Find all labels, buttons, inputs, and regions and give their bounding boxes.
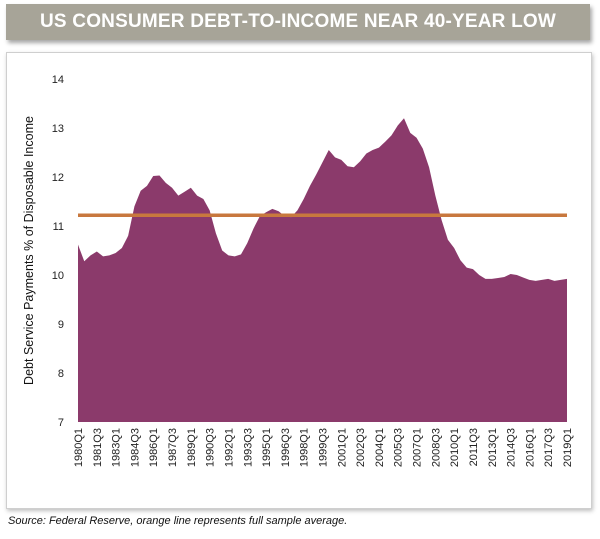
x-tick-label: 2004Q1 (374, 428, 386, 467)
x-axis: 1980Q1 1981Q3 1983Q1 1984Q3 1986Q1 1987Q3 1989… (73, 428, 574, 467)
x-tick-label: 1989Q1 (186, 428, 198, 467)
x-tick-label: 1983Q1 (111, 428, 123, 467)
y-tick-label: 10 (52, 270, 64, 282)
x-tick-label: 1981Q3 (92, 428, 104, 467)
y-axis: 7 8 9 10 11 12 13 14 (52, 74, 64, 429)
x-tick-label: 2013Q1 (487, 428, 499, 467)
chart-title: US CONSUMER DEBT-TO-INCOME NEAR 40-YEAR … (40, 11, 556, 32)
x-tick-label: 2001Q1 (336, 428, 348, 467)
x-tick-label: 1996Q3 (280, 428, 292, 467)
x-tick-label: 1998Q1 (299, 428, 311, 467)
chart-panel: 7 8 9 10 11 12 13 14 1980Q1 1981Q3 1983Q1 1984Q3 19… (6, 52, 592, 509)
x-tick-label: 2017Q3 (543, 428, 555, 467)
x-tick-label: 1980Q1 (73, 428, 85, 467)
debt-service-area-series (78, 118, 567, 422)
x-tick-label: 2016Q1 (524, 428, 536, 467)
y-tick-label: 7 (58, 417, 64, 429)
x-tick-label: 2014Q3 (506, 428, 518, 467)
y-axis-title: Debt Service Payments % of Disposable In… (22, 116, 36, 385)
x-tick-label: 2007Q1 (412, 428, 424, 467)
y-tick-label: 14 (52, 74, 64, 86)
y-tick-label: 13 (52, 123, 64, 135)
x-tick-label: 2008Q3 (430, 428, 442, 467)
y-tick-label: 12 (52, 172, 64, 184)
x-tick-label: 2011Q3 (468, 428, 480, 466)
x-tick-label: 1984Q3 (129, 428, 141, 467)
x-tick-label: 1995Q1 (261, 428, 273, 467)
x-tick-label: 1986Q1 (148, 428, 160, 467)
x-tick-label: 1999Q3 (318, 428, 330, 467)
x-tick-label: 1993Q3 (242, 428, 254, 467)
x-tick-label: 2002Q3 (355, 428, 367, 467)
x-tick-label: 2019Q1 (562, 428, 574, 467)
y-tick-label: 9 (58, 319, 64, 331)
y-tick-label: 11 (53, 221, 64, 233)
x-tick-label: 2010Q1 (449, 428, 461, 467)
x-tick-label: 1990Q3 (205, 428, 217, 467)
x-tick-label: 1987Q3 (167, 428, 179, 467)
x-tick-label: 2005Q3 (393, 428, 405, 467)
title-banner: US CONSUMER DEBT-TO-INCOME NEAR 40-YEAR … (6, 4, 590, 40)
x-tick-label: 1992Q1 (223, 428, 235, 467)
source-note: Source: Federal Reserve, orange line rep… (8, 515, 348, 527)
y-tick-label: 8 (58, 368, 64, 380)
